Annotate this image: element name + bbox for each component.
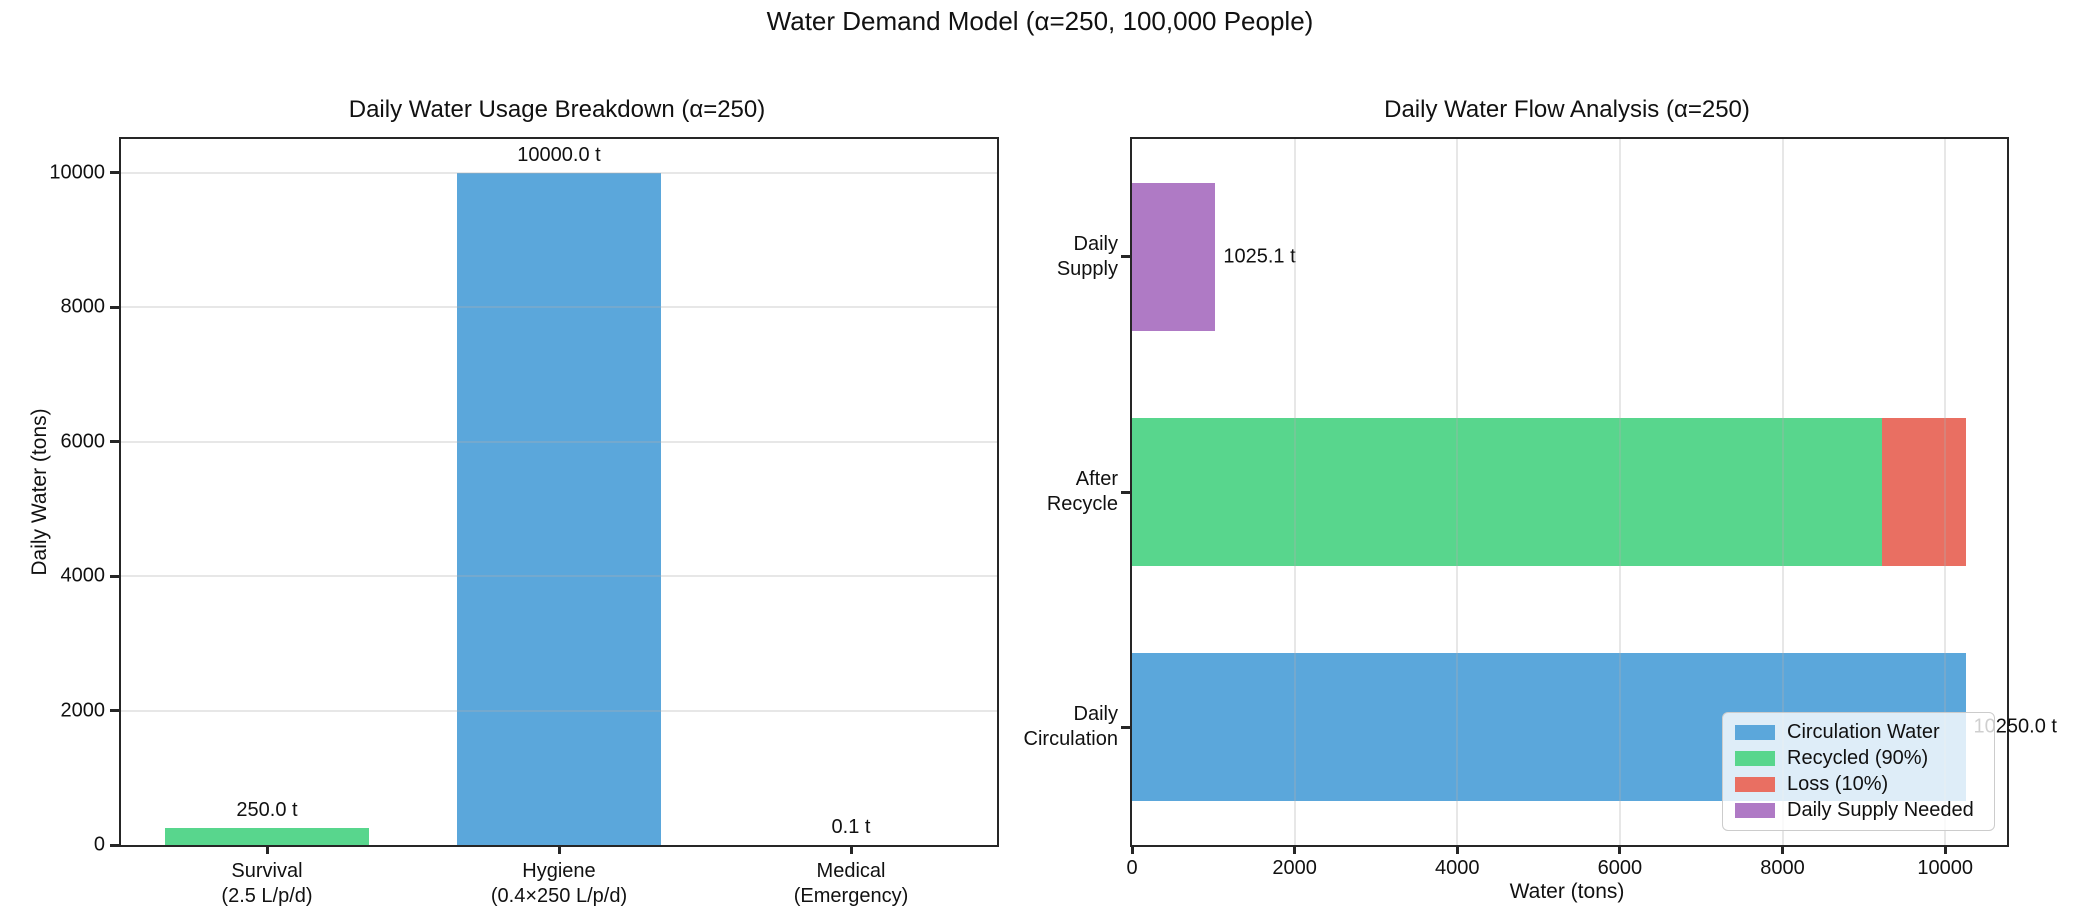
- x-tick-label: 10000: [1917, 857, 1973, 879]
- right-chart-xlabel: Water (tons): [1509, 880, 1625, 903]
- right-plot-area: 0 2000 4000 6000 8000 10000 1025.1 t Daily Suppl…: [1024, 137, 2057, 879]
- left-plot-area: 0 2000 4000 6000 8000 10000 250.0 t Survival (2.…: [49, 137, 999, 907]
- y-category-label-line: Daily: [1073, 703, 1118, 726]
- legend-item: Daily Supply Needed: [1735, 799, 1982, 822]
- y-category-label-line: Supply: [1056, 257, 1118, 280]
- y-category-label: After Recycle: [1047, 467, 1118, 517]
- barh-segment-daily-supply-needed: [1132, 182, 1216, 331]
- legend-item: Loss (10%): [1735, 773, 1982, 796]
- x-tick-label: 6000: [1597, 857, 1643, 879]
- gridline-v: [1456, 139, 1459, 845]
- gridline-v: [1618, 139, 1621, 845]
- legend-item-label: Loss (10%): [1787, 773, 1889, 795]
- y-tick: [110, 171, 119, 175]
- y-tick-label: 0: [93, 833, 105, 856]
- gridline-h: [121, 171, 997, 174]
- x-category-label: Medical (Emergency): [794, 859, 908, 909]
- x-tick: [265, 845, 269, 854]
- legend-item-label: Circulation Water: [1787, 721, 1940, 743]
- gridline-h: [121, 709, 997, 712]
- bar-0: [165, 828, 369, 845]
- x-tick-label: 8000: [1760, 857, 1805, 879]
- y-tick: [110, 843, 119, 847]
- legend-swatch-icon: [1735, 725, 1775, 740]
- x-tick-label: 4000: [1435, 857, 1480, 879]
- bar-1: [457, 172, 661, 845]
- legend-swatch-icon: [1735, 751, 1775, 766]
- y-category-label-line: Circulation: [1023, 728, 1118, 751]
- y-tick-label: 10000: [49, 161, 105, 184]
- right-chart-title: Daily Water Flow Analysis (α=250): [1384, 96, 1750, 123]
- y-tick: [110, 440, 119, 444]
- y-category-label: Daily Circulation: [1024, 702, 1118, 752]
- x-category-label-line: (2.5 L/p/d): [221, 885, 313, 907]
- legend-item-label: Recycled (90%): [1787, 747, 1929, 769]
- x-tick: [849, 845, 853, 854]
- x-tick-label: 0: [1126, 857, 1138, 879]
- left-chart-ylabel: Daily Water (tons): [28, 408, 51, 576]
- gridline-h: [121, 306, 997, 309]
- x-category-label: Hygiene (0.4×250 L/p/d): [491, 859, 627, 909]
- barh-value-label: 1025.1 t: [1223, 245, 1296, 268]
- y-tick: [1121, 725, 1130, 729]
- x-category-label-line: Medical: [816, 860, 886, 882]
- gridline-h: [121, 575, 997, 578]
- x-tick: [557, 845, 561, 854]
- x-tick-label: 2000: [1272, 857, 1317, 879]
- y-category-label: Daily Supply: [1057, 232, 1118, 282]
- legend: Circulation Water Recycled (90%) Loss (10%…: [1722, 712, 1995, 831]
- y-tick: [1121, 255, 1130, 259]
- bar-value-label: 250.0 t: [236, 799, 298, 822]
- figure-title: Water Demand Model (α=250, 100,000 Peopl…: [766, 6, 1314, 36]
- x-category-label: Survival (2.5 L/p/d): [221, 859, 312, 909]
- x-tick: [1293, 845, 1297, 854]
- y-category-label-line: Daily: [1073, 232, 1118, 255]
- y-tick-label: 4000: [60, 564, 106, 587]
- x-category-label-line: Hygiene: [522, 860, 596, 882]
- gridline-h: [121, 440, 997, 443]
- bar-value-label: 10000.0 t: [517, 143, 601, 166]
- y-tick-label: 8000: [60, 295, 106, 318]
- x-category-label-line: (Emergency): [793, 885, 909, 907]
- y-tick: [110, 709, 119, 713]
- y-category-label-line: Recycle: [1046, 493, 1118, 515]
- legend-item: Recycled (90%): [1735, 747, 1982, 770]
- x-tick: [1130, 845, 1134, 854]
- legend-item-label: Daily Supply Needed: [1787, 799, 1974, 821]
- barh-segment-recycled-90-: [1132, 418, 1883, 566]
- gridline-v: [1293, 139, 1296, 845]
- x-tick: [1781, 845, 1785, 854]
- legend-item: Circulation Water: [1735, 721, 1982, 744]
- y-tick-label: 2000: [60, 699, 106, 722]
- x-tick: [1618, 845, 1622, 854]
- y-tick: [110, 305, 119, 309]
- x-category-label-line: (0.4×250 L/p/d): [490, 885, 628, 907]
- y-category-label-line: After: [1075, 468, 1118, 490]
- barh-segment-loss-10-: [1882, 418, 1966, 566]
- x-category-label-line: Survival: [231, 860, 303, 882]
- legend-swatch-icon: [1735, 803, 1775, 818]
- y-tick: [1121, 490, 1130, 494]
- y-tick-label: 6000: [60, 430, 106, 453]
- gridline-v: [1944, 139, 1947, 845]
- left-chart-title: Daily Water Usage Breakdown (α=250): [348, 96, 766, 123]
- bar-value-label: 0.1 t: [831, 816, 871, 838]
- y-tick: [110, 574, 119, 578]
- gridline-v: [1781, 139, 1784, 845]
- legend-swatch-icon: [1735, 777, 1775, 792]
- x-tick: [1455, 845, 1459, 854]
- x-tick: [1943, 845, 1947, 854]
